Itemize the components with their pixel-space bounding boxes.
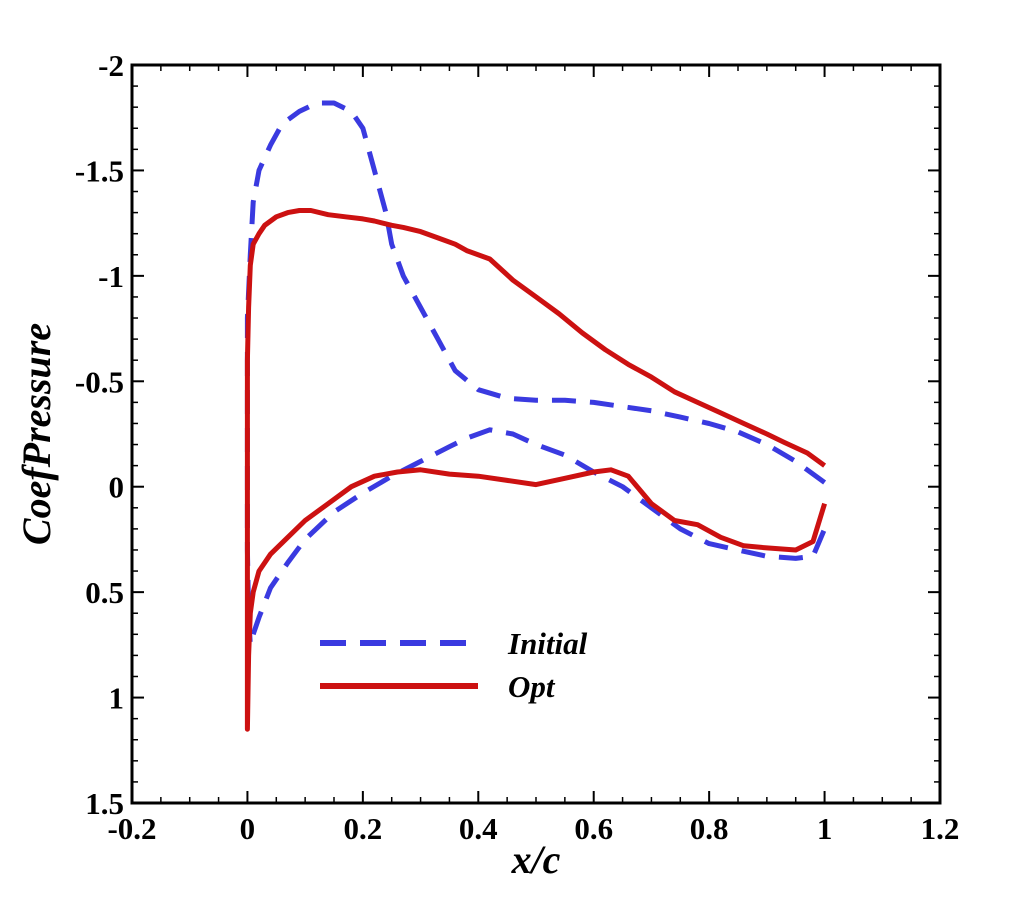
y-tick-labels: -2 -1.5 -1 -0.5 0 0.5 1 1.5 (75, 48, 124, 821)
legend-label-initial: Initial (507, 626, 588, 661)
y-tick-label: 0.5 (85, 575, 124, 610)
x-tick-label: 0.4 (459, 811, 498, 846)
legend: Initial Opt (320, 626, 588, 704)
y-tick-label: 1.5 (85, 786, 124, 821)
series-layer (244, 100, 827, 732)
series-line-opt (244, 208, 827, 732)
x-axis-title: x/c (511, 837, 561, 882)
x-tick-label: 1 (817, 811, 833, 846)
x-tick-label: 0.6 (574, 811, 613, 846)
y-axis-title: CoefPressure (14, 323, 59, 545)
x-tick-label: 0.2 (343, 811, 382, 846)
x-tick-labels: -0.2 0 0.2 0.4 0.6 0.8 1 1.2 (107, 811, 959, 846)
y-tick-label: -1.5 (75, 153, 124, 188)
series-line-initial (244, 100, 827, 648)
y-tick-label: 0 (109, 470, 125, 505)
y-tick-label: -2 (98, 48, 124, 83)
x-tick-label: 1.2 (921, 811, 960, 846)
x-tick-label: 0.8 (690, 811, 729, 846)
x-tick-label: -0.2 (107, 811, 156, 846)
y-tick-label: -1 (98, 259, 124, 294)
x-tick-label: 0 (240, 811, 256, 846)
axis-ticks (131, 64, 941, 804)
legend-label-opt: Opt (508, 669, 556, 704)
y-tick-label: 1 (109, 681, 125, 716)
y-tick-label: -0.5 (75, 364, 124, 399)
